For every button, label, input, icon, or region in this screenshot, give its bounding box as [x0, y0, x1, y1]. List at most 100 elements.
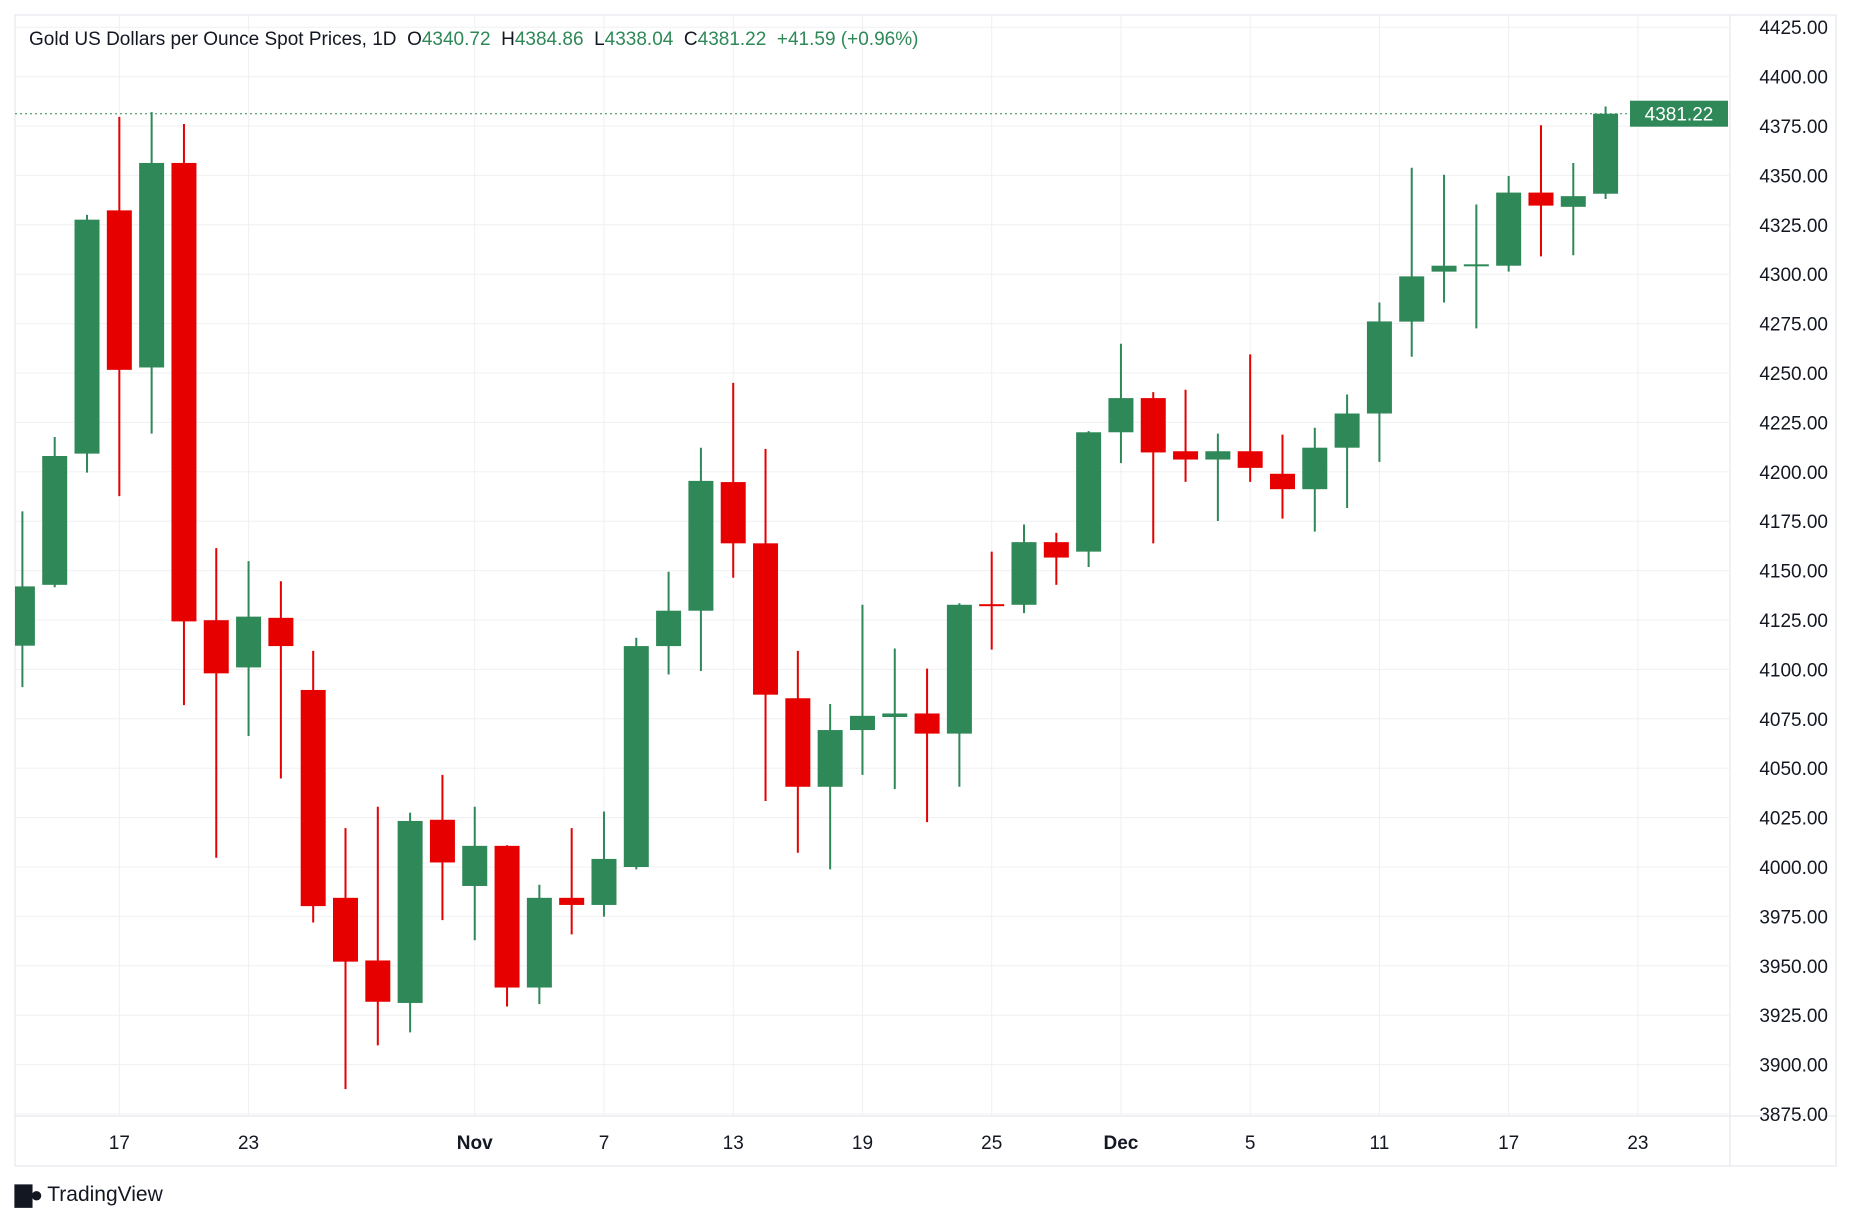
price-tick-label: 4025.00 [1759, 809, 1828, 830]
change-value: +41.59 (+0.96%) [776, 29, 919, 50]
candle [1560, 162, 1586, 256]
candle-body [688, 480, 714, 611]
candle-body [882, 713, 908, 718]
candle [526, 884, 552, 1005]
chart-legend: Gold US Dollars per Ounce Spot Prices, 1… [29, 29, 918, 51]
candle-body [1205, 451, 1231, 460]
price-tick-label: 4275.00 [1759, 315, 1828, 336]
candle-body [106, 210, 132, 370]
price-tick-label: 4225.00 [1759, 413, 1828, 434]
candle [656, 571, 682, 675]
candle [882, 648, 908, 790]
candle-body [785, 698, 811, 787]
time-tick-label: Nov [457, 1133, 493, 1154]
price-tick-label: 4000.00 [1759, 858, 1828, 879]
candle [300, 650, 326, 923]
candle-body [526, 897, 552, 988]
tradingview-logo[interactable]: ▇● TradingView [15, 1182, 163, 1208]
time-tick-label: 7 [599, 1133, 610, 1154]
price-tick-label: 4100.00 [1759, 660, 1828, 681]
close-value: 4381.22 [697, 29, 767, 50]
candle [591, 811, 617, 917]
candle [946, 603, 972, 787]
price-tick-label: 4175.00 [1759, 512, 1828, 533]
candle [42, 437, 68, 588]
price-tick-label: 4400.00 [1759, 68, 1828, 89]
candle [559, 828, 585, 935]
candle-body [1011, 542, 1037, 605]
candle [1593, 106, 1619, 200]
low-label: L [594, 29, 605, 50]
candle [817, 703, 843, 870]
candle [429, 774, 455, 921]
candle [139, 112, 165, 434]
time-tick-label: 5 [1245, 1133, 1256, 1154]
candle [1205, 433, 1231, 522]
candle-body [1334, 413, 1360, 448]
candle [333, 828, 358, 1090]
low-value: 4338.04 [604, 29, 674, 50]
candle [1528, 125, 1554, 257]
price-tick-label: 3875.00 [1759, 1105, 1828, 1126]
candles [15, 106, 1619, 1090]
candle-body [1269, 473, 1295, 490]
candle [1496, 175, 1522, 272]
close-label: C [683, 29, 698, 50]
candle [268, 581, 294, 779]
candle [1108, 343, 1134, 464]
candle [494, 845, 520, 1007]
candle [1269, 434, 1295, 519]
candle [1431, 174, 1457, 303]
price-tick-label: 4125.00 [1759, 611, 1828, 632]
candle-body [591, 858, 617, 905]
candle-body [946, 604, 972, 734]
candle-body [753, 543, 779, 695]
price-tick-label: 3900.00 [1759, 1056, 1828, 1077]
candle-body [429, 819, 455, 863]
tradingview-logo-icon: ▇● [15, 1182, 43, 1207]
time-tick-label: 23 [238, 1133, 259, 1154]
candle [15, 511, 35, 688]
candle-body [1108, 398, 1134, 433]
high-value: 4384.86 [514, 29, 584, 50]
open-value: 4340.72 [421, 29, 491, 50]
candle [979, 551, 1005, 650]
price-tick-label: 4300.00 [1759, 265, 1828, 286]
candle-body [300, 689, 326, 907]
time-tick-label: 25 [981, 1133, 1002, 1154]
price-tick-label: 3975.00 [1759, 907, 1828, 928]
open-label: O [407, 29, 422, 50]
candle [1334, 394, 1360, 508]
candle-body [365, 960, 391, 1002]
candle-body [1431, 265, 1457, 272]
time-tick-label: Dec [1104, 1133, 1139, 1154]
candle [74, 214, 100, 473]
time-tick-label: 17 [109, 1133, 130, 1154]
candle-body [1076, 432, 1102, 552]
candle-body [1140, 398, 1166, 453]
symbol-title: Gold US Dollars per Ounce Spot Prices, 1… [29, 29, 397, 50]
candle-body [979, 604, 1005, 607]
last-price-badge [1630, 100, 1728, 127]
candle-body [494, 845, 520, 988]
candle-body [1463, 264, 1489, 267]
candle [1140, 392, 1166, 544]
price-tick-label: 4075.00 [1759, 710, 1828, 731]
time-tick-label: 17 [1498, 1133, 1519, 1154]
candle-body [1043, 542, 1069, 558]
price-tick-label: 4375.00 [1759, 117, 1828, 138]
price-tick-label: 4325.00 [1759, 216, 1828, 237]
brand-name: TradingView [47, 1183, 163, 1206]
candle-body [203, 620, 229, 674]
price-axis[interactable]: 4425.00 4400.00 4375.00 4350.00 4325.00 4300.… [1759, 18, 1828, 1126]
price-tick-label: 3925.00 [1759, 1006, 1828, 1027]
candle-body [849, 715, 875, 731]
candle [1011, 524, 1037, 614]
chart-pane[interactable] [14, 14, 1837, 1167]
candle-body [1237, 451, 1263, 468]
candle-body [559, 897, 585, 905]
time-axis[interactable]: 17 23 Nov 7 13 19 25 Dec 5 11 17 23 [109, 1133, 1649, 1154]
candle [397, 812, 423, 1033]
candle [462, 806, 488, 941]
